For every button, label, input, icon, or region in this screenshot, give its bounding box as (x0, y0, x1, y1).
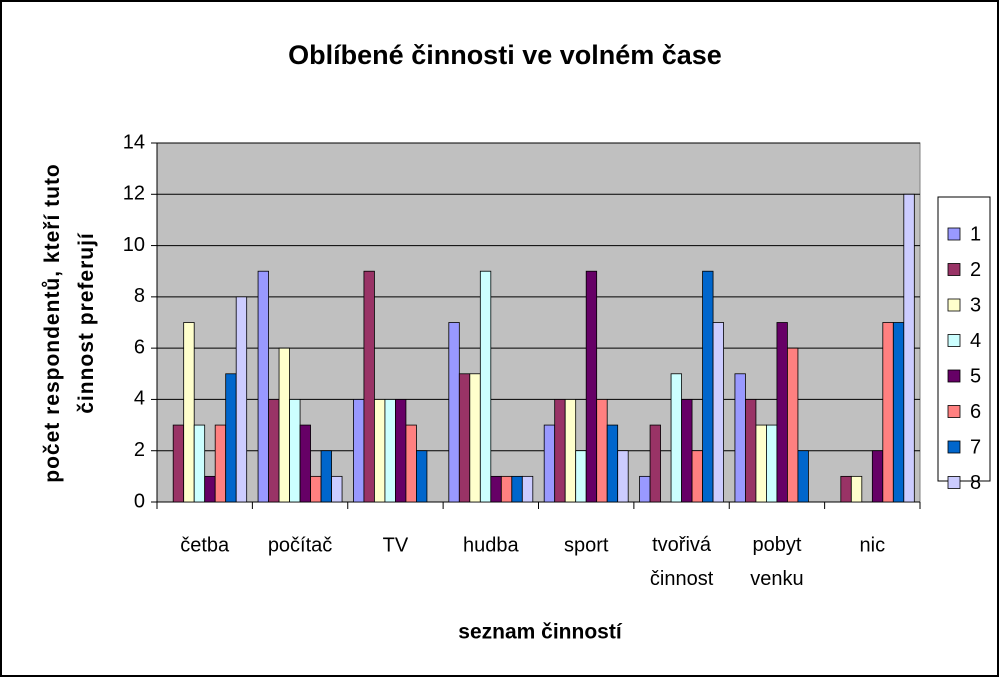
bar (871, 450, 884, 503)
legend-swatch (947, 227, 961, 241)
y-tick-label: 10 (123, 234, 145, 256)
bar (331, 475, 343, 503)
bar (511, 475, 523, 503)
chart-title: Oblíbené činnosti ve volném čase (288, 40, 722, 70)
bar (353, 399, 365, 503)
bar (193, 424, 206, 503)
x-tick-label: četba (180, 534, 230, 556)
bar (734, 373, 746, 503)
x-tick-label: hudba (463, 534, 519, 556)
bar (554, 399, 566, 503)
bar (500, 475, 513, 503)
bar (691, 450, 703, 503)
bar (257, 270, 269, 503)
bar (405, 424, 417, 503)
bar (469, 373, 481, 503)
x-tick-label: TV (383, 534, 409, 556)
bar (374, 399, 386, 503)
bar (183, 322, 195, 503)
y-axis-title: počet respondentů, kteří tuto činnost pre… (41, 163, 98, 483)
bar (755, 424, 767, 503)
bar (310, 475, 322, 503)
y-tick-label: 8 (134, 285, 145, 307)
y-tick-label: 12 (123, 183, 145, 205)
bar (702, 270, 714, 503)
bar (278, 347, 290, 503)
legend-label: 3 (970, 294, 981, 316)
x-tick-label: tvořivá činnost (650, 534, 714, 590)
legend-label: 4 (970, 330, 981, 352)
legend-box (937, 196, 991, 482)
bar (521, 475, 534, 503)
x-tick-label: sport (564, 534, 609, 556)
bar (448, 322, 460, 503)
bar (681, 399, 693, 503)
bar (712, 322, 724, 503)
y-tick-label: 2 (134, 439, 145, 461)
bar (235, 296, 248, 503)
legend-swatch (947, 334, 961, 347)
bar (903, 193, 915, 503)
bar (363, 270, 375, 503)
bar (416, 450, 428, 503)
bar (850, 475, 863, 503)
bar (639, 475, 651, 503)
bar (766, 424, 778, 503)
bar (214, 424, 227, 503)
bar (596, 399, 608, 503)
y-tick-label: 4 (134, 388, 145, 410)
x-axis-title: seznam činností (458, 621, 623, 644)
legend-swatch (947, 298, 961, 312)
bar (543, 424, 556, 503)
bar (787, 347, 799, 503)
bar (882, 322, 894, 503)
legend-label: 6 (970, 401, 981, 423)
y-tick-label: 14 (123, 131, 145, 153)
bar (395, 399, 407, 503)
bar (606, 424, 619, 503)
bar (745, 399, 757, 503)
bar (617, 450, 629, 503)
bar (575, 450, 587, 503)
bar (320, 450, 332, 503)
bar (458, 373, 471, 503)
x-tick-label: počítač (268, 534, 332, 556)
bar (564, 399, 577, 503)
bar (384, 399, 396, 503)
bar (490, 475, 502, 503)
legend-label: 5 (970, 365, 981, 387)
bar (268, 399, 280, 503)
bar (649, 424, 661, 503)
bar (172, 424, 185, 503)
bar (892, 322, 905, 503)
x-tick-label: pobyt venku (750, 534, 803, 590)
bar (289, 399, 301, 503)
legend-label: 1 (970, 223, 981, 245)
bar (840, 475, 852, 503)
legend-label: 2 (970, 259, 981, 281)
bar (204, 475, 216, 503)
y-tick-label: 0 (134, 490, 145, 512)
legend-swatch (947, 476, 961, 489)
bar (797, 450, 809, 503)
legend-label: 7 (970, 436, 981, 458)
legend-swatch (947, 405, 961, 418)
bar (776, 322, 788, 503)
bar (479, 270, 492, 503)
bar (670, 373, 682, 503)
legend-swatch (947, 263, 961, 276)
legend-label: 8 (970, 472, 981, 494)
bar (299, 424, 311, 503)
x-tick-label: nic (860, 534, 886, 556)
legend-swatch (947, 440, 961, 454)
bar (225, 373, 237, 503)
legend-swatch (947, 369, 961, 383)
y-tick-label: 6 (134, 336, 145, 358)
bar (585, 270, 598, 503)
